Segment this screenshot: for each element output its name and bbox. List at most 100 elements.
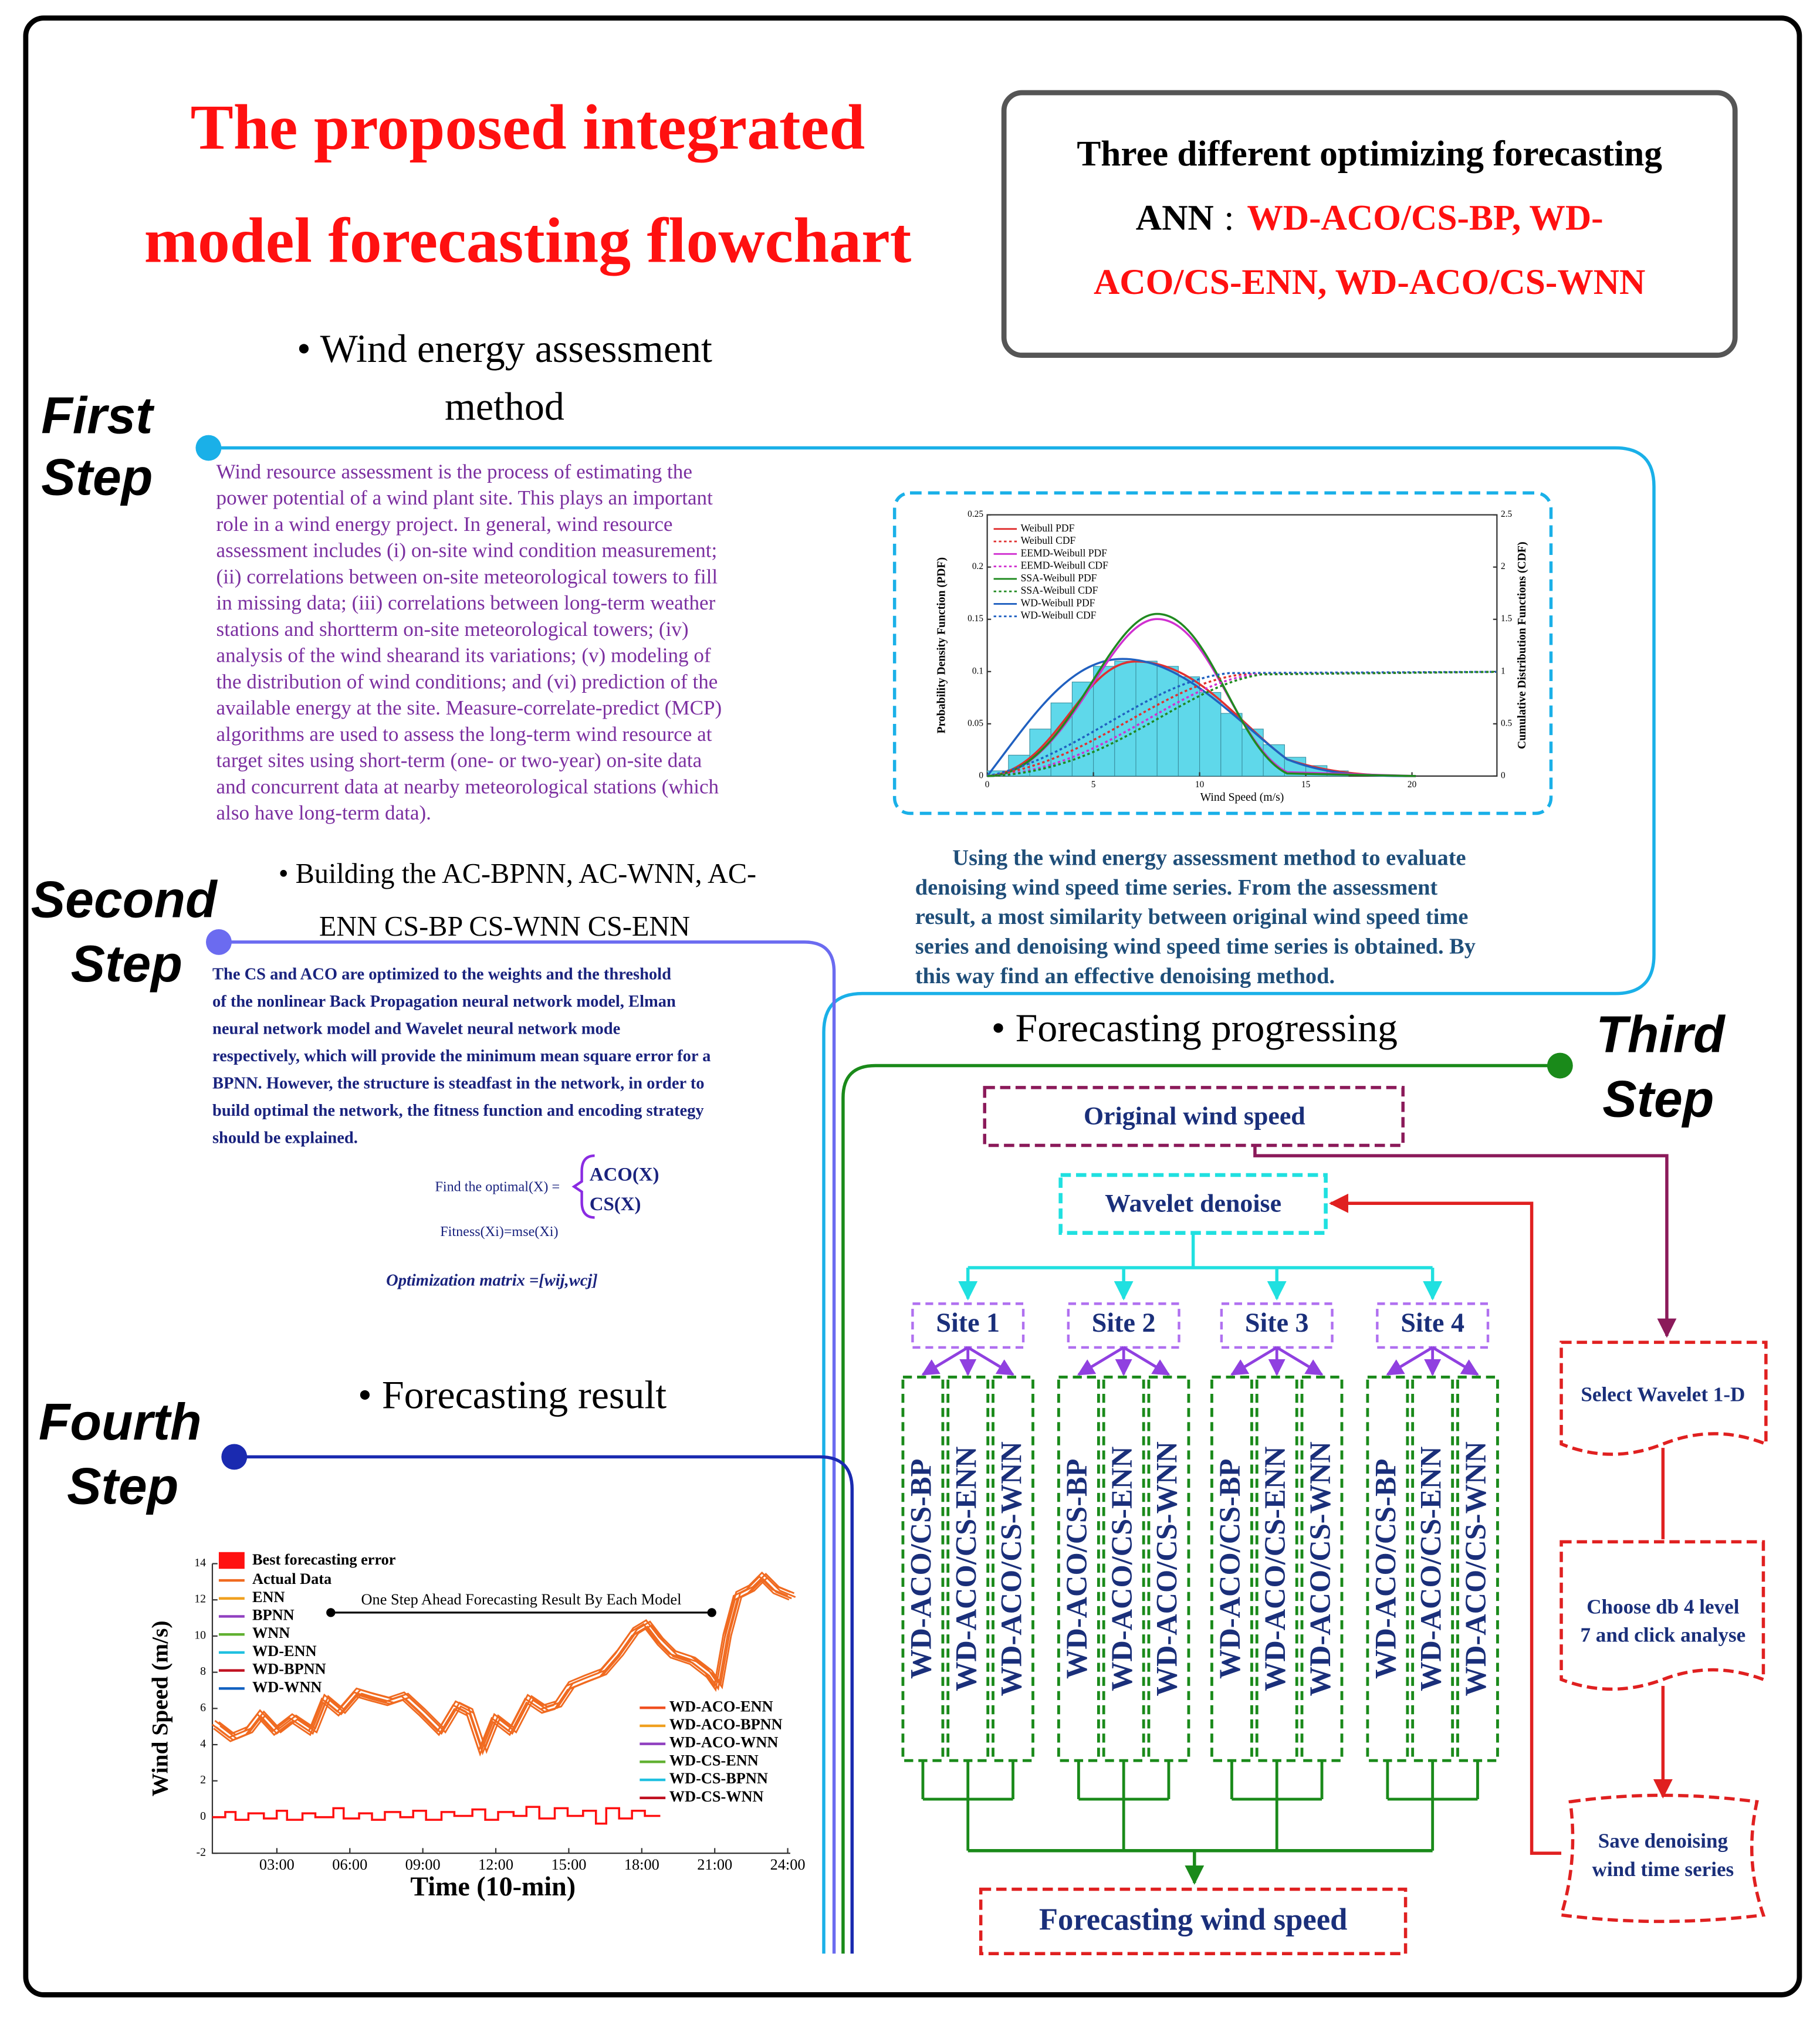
- text-line: build optimal the network, the fitness f…: [212, 1102, 704, 1120]
- text-line: available energy at the site. Measure-co…: [216, 696, 722, 719]
- site-box: [1220, 1302, 1334, 1349]
- y-tick-label: 6: [200, 1701, 206, 1714]
- model-box: [1255, 1376, 1298, 1762]
- text-line: assessment includes (i) on-site wind con…: [216, 539, 718, 562]
- histogram-bar: [1178, 676, 1200, 777]
- x-tick-label: 18:00: [624, 1856, 659, 1873]
- curve: [987, 612, 1416, 777]
- formula: ACO(X): [590, 1164, 659, 1186]
- section-heading: • Building the AC-BPNN, AC-WNN, AC-: [279, 858, 756, 889]
- info-text: Three different optimizing forecasting: [1077, 134, 1662, 174]
- legend-label: WD-ACO-ENN: [669, 1698, 773, 1715]
- curve: [986, 658, 1416, 777]
- legend-label: WD-ACO-WNN: [669, 1734, 779, 1751]
- text-line: should be explained.: [212, 1129, 358, 1147]
- model-box: [1300, 1376, 1344, 1762]
- x-axis-label: Time (10-min): [410, 1871, 576, 1901]
- box-label: Select Wavelet 1-D: [1581, 1383, 1745, 1406]
- arrow: [1077, 1346, 1125, 1376]
- legend-label: BPNN: [252, 1607, 295, 1624]
- model-label: WD-ACO/CS-ENN: [949, 1447, 982, 1692]
- model-label: WD-ACO/CS-BP: [1369, 1459, 1402, 1679]
- legend-label: WD-Weibull CDF: [1021, 610, 1097, 621]
- connector: [967, 1848, 1433, 1883]
- text-line: the distribution of wind conditions; and…: [216, 670, 718, 693]
- box-label: wind time series: [1592, 1858, 1734, 1881]
- document-box: [1559, 1340, 1768, 1456]
- model-label: WD-ACO/CS-BP: [1213, 1459, 1246, 1679]
- y-tick-label: 0.05: [967, 718, 983, 728]
- step-dot: [206, 929, 232, 955]
- section-heading: • Forecasting progressing: [992, 1005, 1398, 1050]
- step-dot: [195, 435, 222, 461]
- y2-tick-label: 0.5: [1501, 718, 1513, 728]
- y-tick-label: 12: [194, 1593, 206, 1606]
- text-line: denoising wind speed time series. From t…: [915, 875, 1438, 900]
- annotation: One Step Ahead Forecasting Result By Eac…: [361, 1591, 682, 1608]
- arrow: [921, 1346, 969, 1376]
- step-label: Second: [31, 871, 218, 928]
- text-line: power potential of a wind plant site. Th…: [216, 486, 713, 509]
- step-label: Step: [67, 1458, 178, 1515]
- box-label: Original wind speed: [1084, 1102, 1305, 1130]
- arrow: [1253, 1145, 1677, 1338]
- legend-label: WD-WNN: [252, 1678, 322, 1695]
- forecast-chart: -2 0 2 4 6 8 10 12 14 03:00 06:00 09:00 12:00 15:00 18…: [147, 1551, 805, 1901]
- model-box: [992, 1376, 1034, 1762]
- step-label: Step: [1602, 1070, 1714, 1127]
- connector: [1078, 1797, 1169, 1851]
- text-line: (ii) correlations between on-site meteor…: [216, 565, 718, 588]
- y-tick-label: 8: [200, 1665, 206, 1678]
- annotation-dot: [707, 1608, 716, 1617]
- section-heading: • Forecasting result: [358, 1372, 667, 1417]
- histogram-bar: [1114, 661, 1136, 777]
- connector: [922, 1797, 1013, 1851]
- x-tick-label: 10: [1195, 780, 1205, 790]
- text-line: in missing data; (iii) correlations betw…: [216, 591, 716, 614]
- model-label: WD-ACO/CS-WNN: [1304, 1441, 1337, 1696]
- site-label: Site 1: [936, 1308, 1000, 1338]
- y2-axis-label: Cumulative Distribution Functions (CDF): [1515, 541, 1528, 749]
- x-tick-label: 15: [1301, 780, 1311, 790]
- formula: Fitness(Xi)=mse(Xi): [440, 1224, 558, 1240]
- step-label: Third: [1596, 1006, 1726, 1064]
- histogram-bar: [1199, 692, 1222, 777]
- box-label: Choose db 4 level: [1586, 1595, 1740, 1618]
- sites: Site 1 WD-ACO/CS-BP WD-ACO/CS-ENN WD-ACO/CS…: [901, 1267, 1499, 1851]
- model-label: WD-ACO/CS-WNN: [1459, 1441, 1492, 1696]
- step-label: Step: [71, 935, 182, 993]
- model-label: WD-ACO/CS-WNN: [1151, 1441, 1183, 1696]
- y2-tick-label: 0: [1501, 770, 1506, 780]
- x-tick-label: 21:00: [697, 1856, 732, 1873]
- legend-label: WD-CS-ENN: [669, 1752, 759, 1769]
- curve: [987, 671, 1497, 777]
- fitted-curves: [986, 612, 1497, 777]
- x-tick-label: 09:00: [405, 1856, 441, 1873]
- section-heading: • Wind energy assessment: [297, 326, 712, 371]
- step-label: Step: [41, 449, 153, 506]
- legend-label: WNN: [252, 1624, 290, 1641]
- process-box: [979, 1887, 1408, 1955]
- legend-label: Weibull PDF: [1021, 522, 1075, 534]
- histogram-bar: [1156, 666, 1179, 777]
- text-line: also have long-term data).: [216, 801, 431, 824]
- text-line: neural network model and Wavelet neural …: [212, 1020, 620, 1038]
- paragraph: The CS and ACO are optimized to the weig…: [212, 966, 711, 1147]
- info-box: [1001, 90, 1738, 358]
- formula: CS(X): [590, 1194, 641, 1215]
- connector: [1387, 1797, 1478, 1851]
- connector: [1232, 1797, 1322, 1851]
- arrow: [1386, 1346, 1433, 1376]
- annotation-dot: [326, 1608, 336, 1617]
- model-box: [1411, 1376, 1454, 1762]
- model-box: [946, 1376, 990, 1762]
- process-box: [983, 1086, 1405, 1147]
- x-tick-label: 0: [985, 780, 990, 790]
- histogram-bar: [1135, 661, 1158, 777]
- model-box: [901, 1376, 945, 1762]
- legend-label: WD-Weibull PDF: [1021, 597, 1095, 608]
- legend-label: EEMD-Weibull PDF: [1021, 547, 1107, 558]
- legend-label: SSA-Weibull CDF: [1021, 584, 1098, 596]
- info-text: ACO/CS-ENN, WD-ACO/CS-WNN: [1094, 262, 1645, 302]
